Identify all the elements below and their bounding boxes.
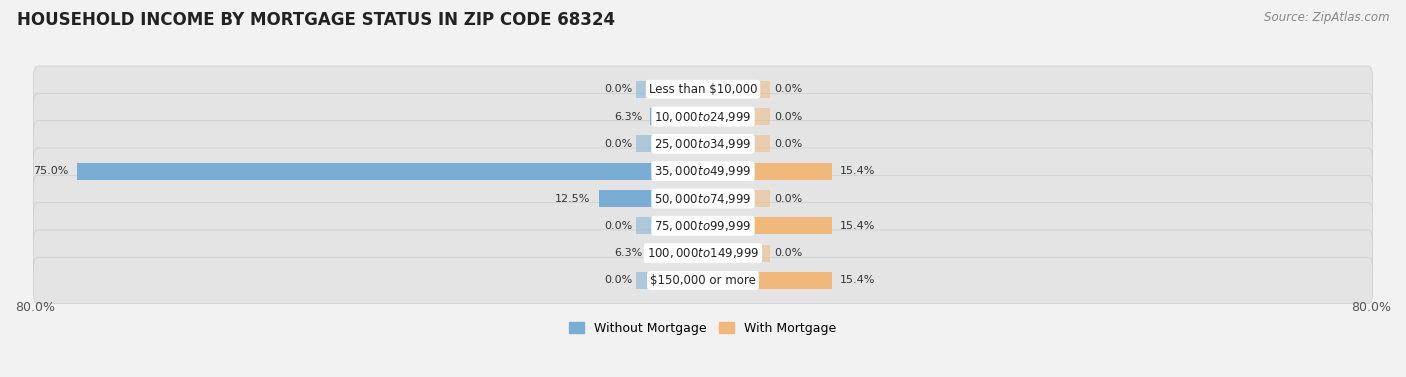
- FancyBboxPatch shape: [34, 202, 1372, 249]
- Text: $10,000 to $24,999: $10,000 to $24,999: [654, 110, 752, 124]
- Text: $75,000 to $99,999: $75,000 to $99,999: [654, 219, 752, 233]
- Bar: [703, 272, 831, 289]
- FancyBboxPatch shape: [34, 257, 1372, 304]
- FancyBboxPatch shape: [34, 148, 1372, 195]
- Bar: [703, 245, 770, 262]
- Text: 6.3%: 6.3%: [614, 112, 643, 121]
- Text: Less than $10,000: Less than $10,000: [648, 83, 758, 96]
- Text: 0.0%: 0.0%: [773, 112, 803, 121]
- Text: 15.4%: 15.4%: [839, 276, 876, 285]
- Bar: [636, 81, 703, 98]
- Text: 12.5%: 12.5%: [555, 193, 591, 204]
- Bar: [636, 135, 703, 152]
- Text: 0.0%: 0.0%: [603, 276, 633, 285]
- Text: 0.0%: 0.0%: [603, 221, 633, 231]
- Bar: [651, 108, 703, 125]
- FancyBboxPatch shape: [34, 121, 1372, 167]
- Text: 0.0%: 0.0%: [603, 84, 633, 94]
- Legend: Without Mortgage, With Mortgage: Without Mortgage, With Mortgage: [564, 317, 842, 340]
- Text: 0.0%: 0.0%: [773, 193, 803, 204]
- Text: 0.0%: 0.0%: [773, 139, 803, 149]
- Bar: [703, 218, 831, 234]
- Text: $25,000 to $34,999: $25,000 to $34,999: [654, 137, 752, 151]
- FancyBboxPatch shape: [34, 66, 1372, 112]
- Text: Source: ZipAtlas.com: Source: ZipAtlas.com: [1264, 11, 1389, 24]
- Text: 0.0%: 0.0%: [773, 248, 803, 258]
- Bar: [703, 190, 770, 207]
- Bar: [703, 163, 831, 180]
- Bar: [599, 190, 703, 207]
- Text: $150,000 or more: $150,000 or more: [650, 274, 756, 287]
- Text: $35,000 to $49,999: $35,000 to $49,999: [654, 164, 752, 178]
- Bar: [651, 245, 703, 262]
- Text: 15.4%: 15.4%: [839, 166, 876, 176]
- Bar: [636, 272, 703, 289]
- Bar: [77, 163, 703, 180]
- Bar: [703, 135, 770, 152]
- FancyBboxPatch shape: [34, 175, 1372, 222]
- Bar: [703, 108, 770, 125]
- FancyBboxPatch shape: [34, 93, 1372, 140]
- Bar: [703, 81, 770, 98]
- FancyBboxPatch shape: [34, 230, 1372, 276]
- Text: 6.3%: 6.3%: [614, 248, 643, 258]
- Text: 0.0%: 0.0%: [603, 139, 633, 149]
- Text: 75.0%: 75.0%: [32, 166, 69, 176]
- Text: 15.4%: 15.4%: [839, 221, 876, 231]
- Text: $100,000 to $149,999: $100,000 to $149,999: [647, 246, 759, 260]
- Bar: [636, 218, 703, 234]
- Text: HOUSEHOLD INCOME BY MORTGAGE STATUS IN ZIP CODE 68324: HOUSEHOLD INCOME BY MORTGAGE STATUS IN Z…: [17, 11, 614, 29]
- Text: $50,000 to $74,999: $50,000 to $74,999: [654, 192, 752, 205]
- Text: 0.0%: 0.0%: [773, 84, 803, 94]
